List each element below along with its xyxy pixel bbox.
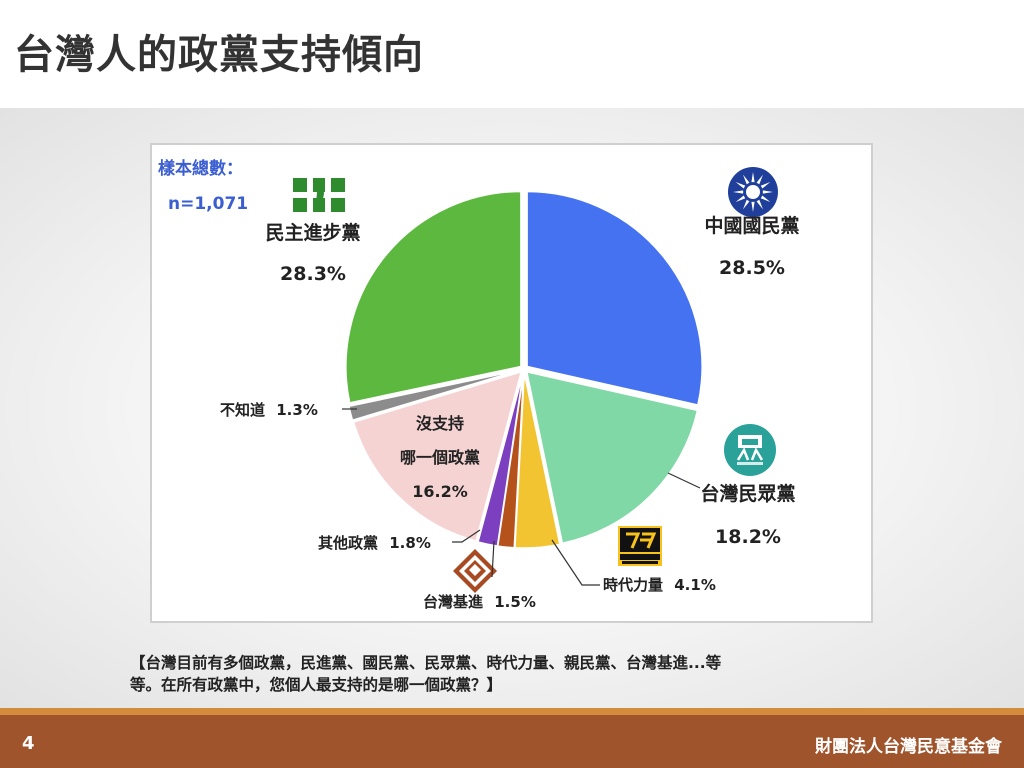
kmt-ray <box>760 182 771 189</box>
slice-value-kmt: 28.5% <box>719 257 785 279</box>
pie-chart-panel: 樣本總數： n=1,071 <box>150 143 873 623</box>
kmt-ray <box>751 201 755 212</box>
slice-label-dontknow-name: 不知道 <box>220 401 265 419</box>
kmt-logo-icon <box>728 167 778 217</box>
leader-line-others <box>452 529 481 543</box>
page-number: 4 <box>22 733 35 754</box>
organization-name: 財團法人台灣民意基金會 <box>815 737 1002 757</box>
sample-size-label: 樣本總數： <box>158 158 243 179</box>
survey-question-line1: 【台灣目前有多個政黨，民進黨、國民黨、民眾黨、時代力量、親民黨、台灣基進...等 <box>130 654 722 672</box>
slice-value-dpp: 28.3% <box>280 263 346 285</box>
slice-label-others-value: 1.8% <box>389 534 431 552</box>
kmt-ray <box>762 190 773 194</box>
npp-logo-icon <box>618 526 662 566</box>
slice-value-undecided: 16.2% <box>412 482 468 501</box>
dpp-logo-icon <box>293 178 345 212</box>
slice-label-kmt: 中國國民黨 <box>704 214 799 237</box>
pie-slice-undecided <box>352 370 523 542</box>
slice-label-undecided-line2: 哪一個政黨 <box>400 448 480 467</box>
tpp-logo-icon <box>724 424 776 476</box>
kmt-ray <box>756 199 763 210</box>
leader-line-tpp <box>667 472 701 489</box>
pie-slice-dontknow <box>348 369 521 422</box>
slice-label-dontknow-value: 1.3% <box>276 401 318 419</box>
slice-label-undecided-line1: 沒支持 <box>416 414 464 433</box>
slice-label-npp-name: 時代力量 <box>603 576 663 594</box>
slice-label-tsp-value: 1.5% <box>494 593 536 611</box>
pie-slice-dpp <box>345 190 522 404</box>
kmt-ray <box>760 195 771 202</box>
page-title: 台灣人的政黨支持傾向 <box>14 32 424 78</box>
slice-label-tsp-name: 台灣基進 <box>423 593 484 611</box>
footer-bar: 4 財團法人台灣民意基金會 <box>0 715 1024 768</box>
pie-slice-tpp <box>525 370 699 545</box>
leader-line-tsp <box>491 540 495 578</box>
pie-slice-others <box>477 372 524 547</box>
pie-slice-kmt <box>526 190 703 406</box>
pie-chart: 樣本總數： n=1,071 <box>158 158 800 611</box>
survey-question: 【台灣目前有多個政黨，民進黨、國民黨、民眾黨、時代力量、親民黨、台灣基進...等… <box>130 652 910 696</box>
slice-label-tpp: 台灣民眾黨 <box>700 482 795 505</box>
footer-accent-strip <box>0 708 1024 715</box>
slice-label-others-name: 其他政黨 <box>318 534 378 552</box>
slice-label-npp-value: 4.1% <box>674 576 716 594</box>
kmt-ray <box>743 199 750 210</box>
slice-label-others: 其他政黨 1.8% <box>318 534 431 552</box>
title-bar: 台灣人的政黨支持傾向 <box>0 0 1024 108</box>
kmt-ray <box>735 182 746 189</box>
survey-question-line2: 等。在所有政黨中，您個人最支持的是哪一個政黨？】 <box>130 676 503 694</box>
kmt-ray <box>735 195 746 202</box>
kmt-ray <box>756 174 763 185</box>
kmt-ray <box>751 172 755 183</box>
pie-slices <box>345 190 703 549</box>
slice-value-tpp: 18.2% <box>715 526 781 548</box>
kmt-ray <box>733 190 744 194</box>
tsp-logo-icon <box>453 549 497 593</box>
slice-label-tsp: 台灣基進 1.5% <box>423 593 536 611</box>
sample-size-value: n=1,071 <box>168 194 248 214</box>
slice-label-dpp: 民主進步黨 <box>265 221 360 244</box>
kmt-ray <box>743 174 750 185</box>
slice-label-dontknow: 不知道 1.3% <box>220 401 318 419</box>
slice-label-npp: 時代力量 4.1% <box>603 576 716 594</box>
leader-line-npp <box>551 539 600 586</box>
